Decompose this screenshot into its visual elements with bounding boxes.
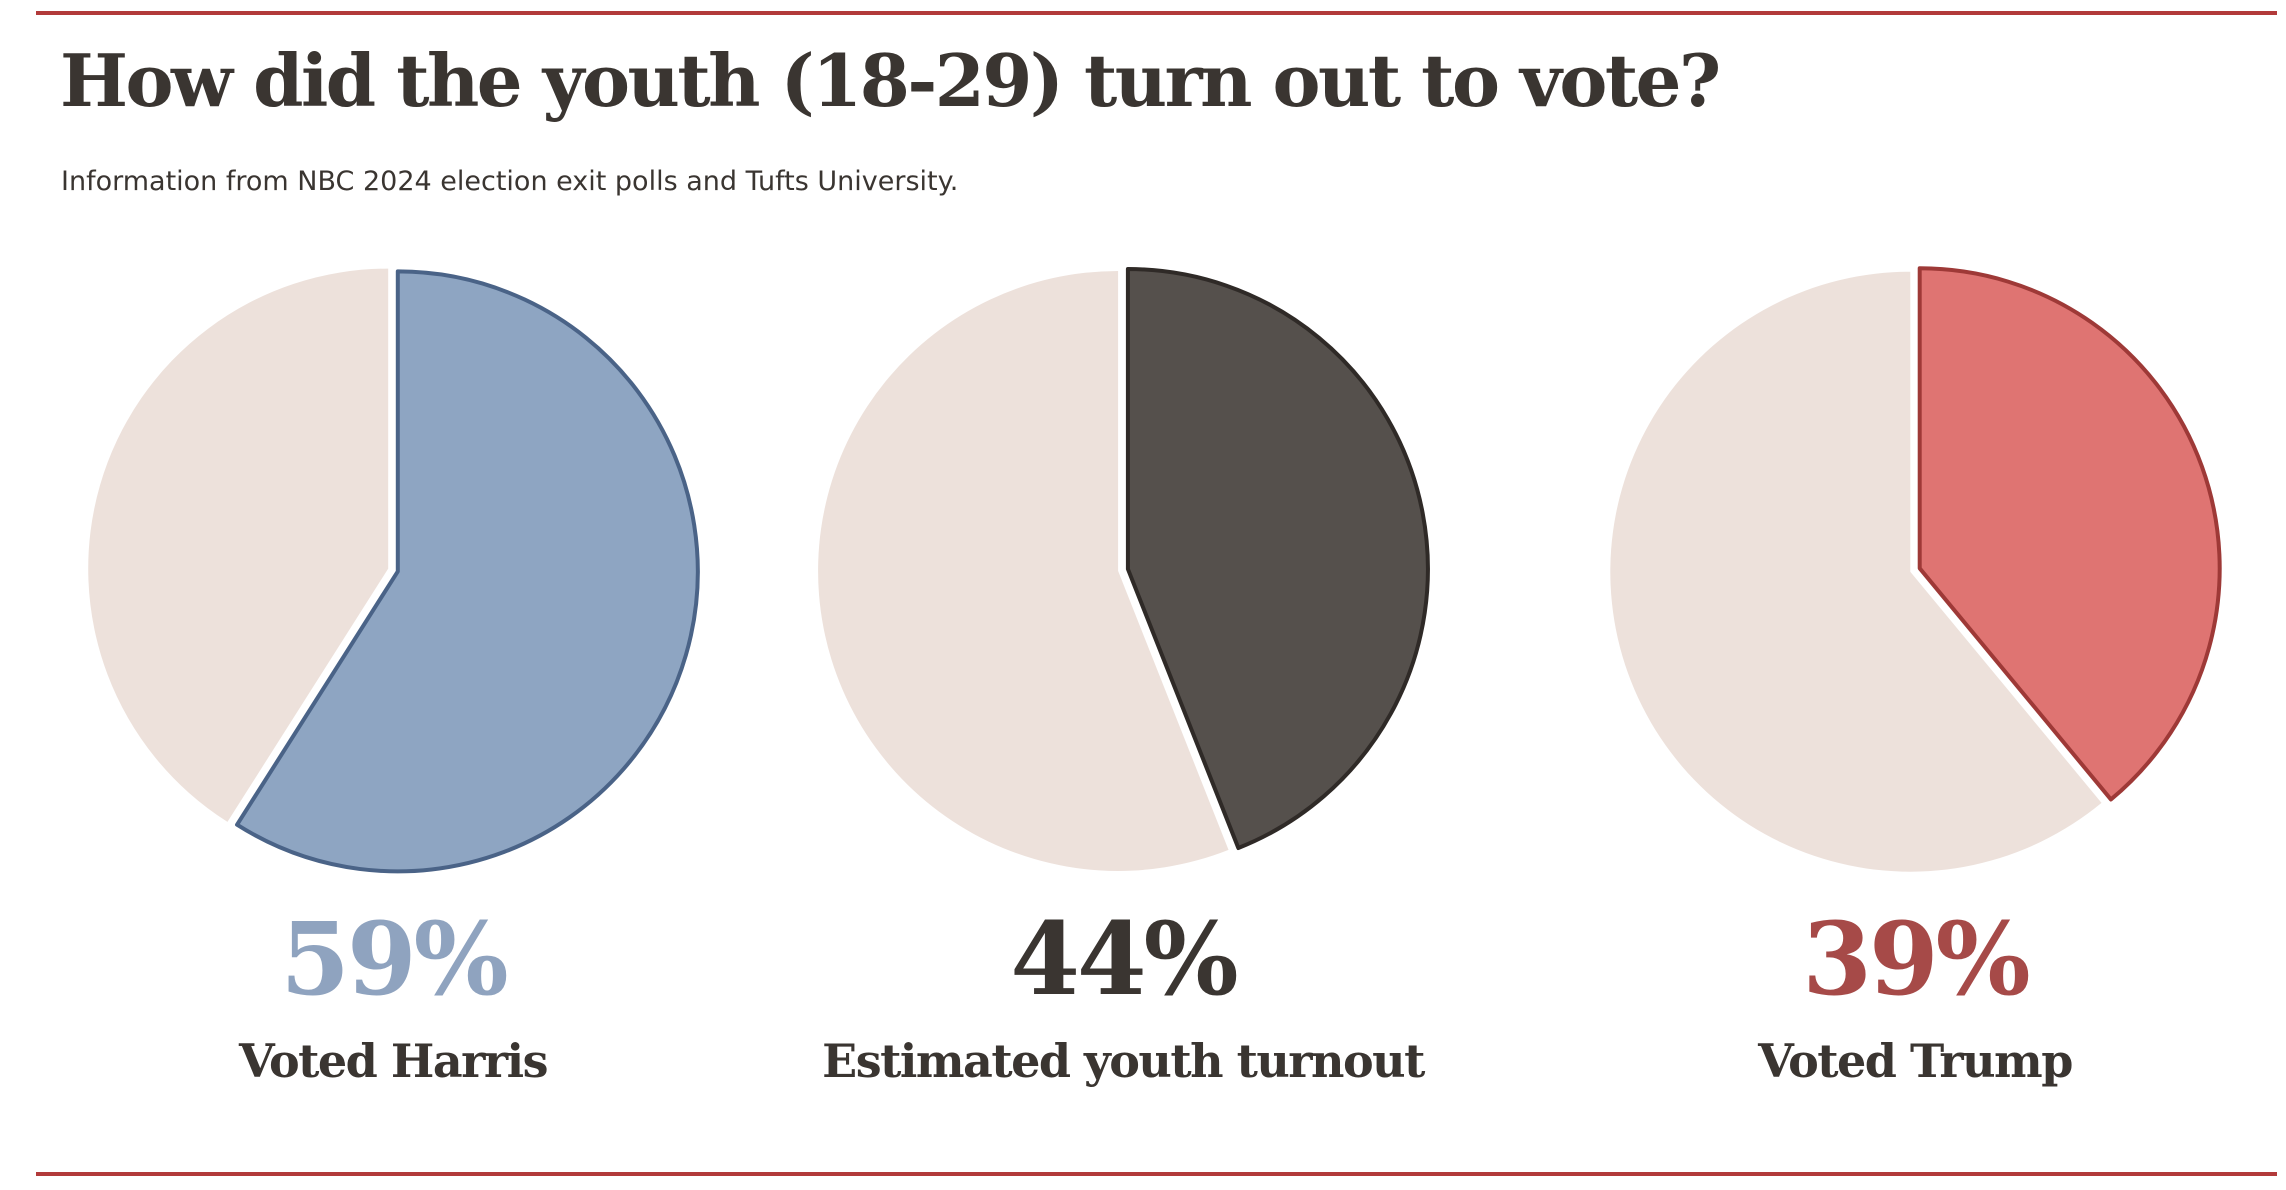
turnout-percent-label: 44% — [1010, 900, 1238, 1018]
trump-pie-chart — [1610, 266, 2222, 872]
trump-percent-label: 39% — [1802, 900, 2030, 1018]
chart-title: How did the youth (18-29) turn out to vo… — [60, 38, 1721, 123]
harris-pie-chart — [88, 268, 700, 874]
trump-caption: Voted Trump — [1758, 1034, 2073, 1088]
top-rule — [36, 11, 2277, 15]
harris-pie-value-slice — [235, 269, 700, 874]
harris-caption: Voted Harris — [239, 1034, 548, 1088]
trump-pie-panel: 39% Voted Trump — [1565, 240, 2265, 1120]
bottom-rule — [36, 1172, 2277, 1176]
turnout-pie-chart — [818, 267, 1430, 871]
harris-pie-background-slice — [88, 268, 389, 822]
turnout-pie-panel: 44% Estimated youth turnout — [773, 240, 1473, 1120]
chart-subtitle: Information from NBC 2024 election exit … — [61, 166, 959, 197]
turnout-pie-value-slice — [1125, 267, 1430, 850]
harris-pie-panel: 59% Voted Harris — [43, 240, 743, 1120]
trump-pie-value-slice — [1917, 266, 2222, 802]
turnout-pie-background-slice — [818, 270, 1229, 871]
turnout-caption: Estimated youth turnout — [822, 1034, 1425, 1088]
harris-percent-label: 59% — [280, 900, 508, 1018]
trump-pie-background-slice — [1610, 271, 2102, 872]
